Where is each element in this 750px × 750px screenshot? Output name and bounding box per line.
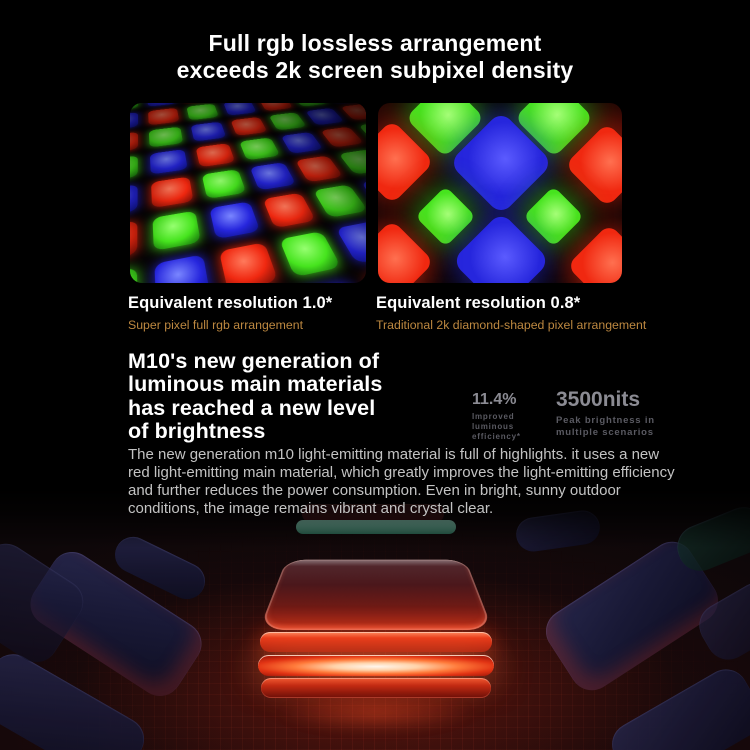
subpixel-tile xyxy=(340,103,366,121)
super-pixel-image xyxy=(130,103,366,283)
stacked-panels-image xyxy=(0,488,750,750)
section-body: The new generation m10 light-emitting ma… xyxy=(128,446,675,517)
subpixel-tile xyxy=(201,169,247,199)
stack-reflection xyxy=(240,700,512,748)
section-heading-line-3: has reached a new level xyxy=(128,395,376,420)
subpixel-tile xyxy=(305,107,345,126)
stat-peak-brightness: 3500nits Peak brightness in multiple sce… xyxy=(556,388,686,439)
subpixel-tile xyxy=(223,103,257,116)
caption-right: Equivalent resolution 0.8* Traditional 2… xyxy=(376,294,646,332)
caption-left: Equivalent resolution 1.0* Super pixel f… xyxy=(128,294,332,332)
section-heading: M10's new generation of luminous main ma… xyxy=(128,349,383,444)
subpixel-tile xyxy=(148,107,180,126)
subpixel-tile xyxy=(151,176,194,209)
caption-right-heading: Equivalent resolution 0.8* xyxy=(376,294,581,312)
section-heading-line-4: of brightness xyxy=(128,419,266,444)
subpixel-tile xyxy=(130,131,138,154)
subpixel-tile xyxy=(130,184,138,218)
subpixel-tile xyxy=(186,103,219,121)
subpixel-tile xyxy=(130,220,138,264)
subpixel-tile xyxy=(190,121,227,142)
subpixel-tile xyxy=(280,131,324,154)
subpixel-tile xyxy=(230,116,268,136)
subpixel-tile xyxy=(335,220,366,264)
subpixel-tile xyxy=(239,137,281,161)
stat-luminous-efficiency: 11.4% Improved luminous efficiency* xyxy=(472,391,544,442)
subpixel-tile xyxy=(130,112,139,131)
subpixel-tile xyxy=(218,242,279,283)
page-title-line-1: Full rgb lossless arrangement xyxy=(208,30,542,56)
stat-value: 11.4% xyxy=(472,391,517,408)
subpixel-tile xyxy=(258,103,293,112)
caption-left-heading: Equivalent resolution 1.0* xyxy=(128,294,333,312)
subpixel-tile xyxy=(249,162,297,191)
stat-label: Improved luminous efficiency* xyxy=(472,412,521,441)
page-title-line-2: exceeds 2k screen subpixel density xyxy=(176,56,574,83)
subpixel-tile xyxy=(209,201,261,240)
stack-layer-1 xyxy=(260,632,492,652)
stack-layer-3 xyxy=(261,678,491,698)
stat-label: Peak brightness in multiple scenarios xyxy=(556,415,655,438)
subpixel-tile xyxy=(279,231,342,278)
subpixel-tile xyxy=(148,126,184,148)
subpixel-tile xyxy=(268,112,307,131)
section-heading-line-1: M10's new generation of xyxy=(128,349,380,373)
diamond-pixel-image xyxy=(378,103,622,283)
subpixel-tile xyxy=(147,103,177,107)
subpixel-tile xyxy=(149,149,188,175)
page-title: Full rgb lossless arrangement exceeds 2k… xyxy=(0,30,750,83)
subpixel-tile xyxy=(320,126,364,148)
subpixel-tile xyxy=(130,103,139,112)
subpixel-tile xyxy=(152,210,201,251)
subpixel-tile xyxy=(262,192,316,229)
subpixel-tile xyxy=(292,103,328,107)
stat-value: 3500nits xyxy=(556,388,641,411)
subpixel-tile-grid xyxy=(130,103,366,283)
section-heading-line-2: luminous main materials xyxy=(128,372,383,397)
subpixel-tile xyxy=(295,155,344,183)
subpixel-tile xyxy=(130,267,138,283)
subpixel-tile xyxy=(300,281,366,283)
subpixel-tile xyxy=(130,155,138,183)
subpixel-tile xyxy=(364,267,366,283)
subpixel-tile xyxy=(338,149,366,175)
stack-layer-glowing xyxy=(258,655,494,676)
caption-left-subtext: Super pixel full rgb arrangement xyxy=(128,318,303,332)
scene-top-fade xyxy=(0,488,750,548)
caption-right-subtext: Traditional 2k diamond-shaped pixel arra… xyxy=(376,318,647,332)
subpixel-tile xyxy=(313,184,366,218)
subpixel-tile xyxy=(154,254,211,283)
subpixel-tile xyxy=(195,143,236,168)
